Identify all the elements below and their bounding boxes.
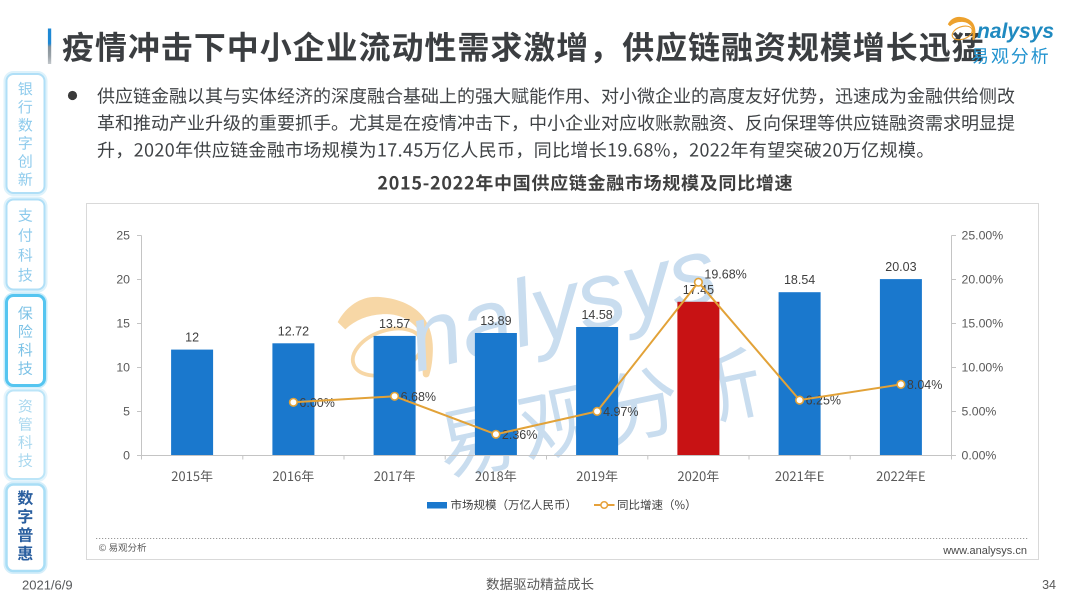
svg-text:12: 12: [185, 331, 199, 345]
svg-text:0: 0: [123, 449, 130, 463]
svg-text:14.58: 14.58: [581, 308, 612, 322]
svg-text:15.00%: 15.00%: [962, 317, 1004, 331]
svg-text:nalysys: nalysys: [397, 216, 726, 391]
svg-text:10: 10: [116, 361, 130, 375]
svg-text:20.00%: 20.00%: [962, 273, 1004, 287]
svg-text:25.00%: 25.00%: [962, 229, 1004, 243]
svg-text:www.analysys.cn: www.analysys.cn: [942, 545, 1027, 557]
svg-text:19.68%: 19.68%: [704, 268, 746, 282]
svg-text:34: 34: [1042, 578, 1056, 592]
svg-text:nalysys: nalysys: [977, 20, 1054, 43]
svg-text:20: 20: [116, 273, 130, 287]
svg-text:4.97%: 4.97%: [603, 405, 638, 419]
svg-text:6.68%: 6.68%: [401, 390, 436, 404]
svg-text:6.00%: 6.00%: [299, 396, 334, 410]
svg-text:5: 5: [123, 405, 130, 419]
svg-text:8.04%: 8.04%: [907, 378, 942, 392]
svg-text:18.54: 18.54: [784, 273, 815, 287]
svg-text:13.89: 13.89: [480, 314, 511, 328]
svg-text:10.00%: 10.00%: [962, 361, 1004, 375]
svg-text:20.03: 20.03: [885, 260, 916, 274]
svg-text:0.00%: 0.00%: [962, 449, 997, 463]
svg-text:12.72: 12.72: [278, 324, 309, 338]
svg-text:2021/6/9: 2021/6/9: [22, 578, 73, 593]
svg-text:5.00%: 5.00%: [962, 405, 997, 419]
svg-text:13.57: 13.57: [379, 317, 410, 331]
svg-text:25: 25: [116, 229, 130, 243]
svg-text:15: 15: [116, 317, 130, 331]
